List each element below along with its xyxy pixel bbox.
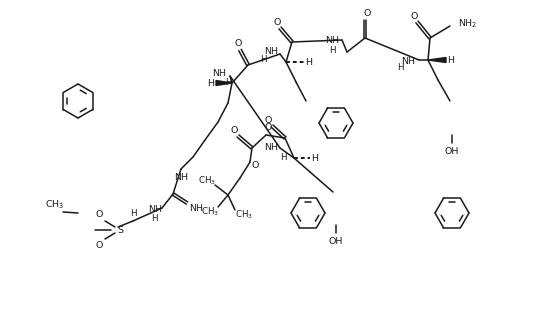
Text: OH: OH bbox=[445, 147, 459, 156]
Text: H: H bbox=[305, 58, 312, 67]
Text: O: O bbox=[264, 116, 272, 124]
Text: H: H bbox=[130, 209, 136, 217]
Text: CH$_3$: CH$_3$ bbox=[45, 199, 64, 211]
Text: H: H bbox=[225, 77, 231, 86]
Text: O: O bbox=[410, 12, 418, 21]
Text: O: O bbox=[95, 242, 103, 251]
Text: CH$_3$: CH$_3$ bbox=[235, 209, 253, 221]
Text: NH$_2$: NH$_2$ bbox=[458, 18, 478, 30]
Text: OH: OH bbox=[329, 237, 343, 246]
Text: NH: NH bbox=[189, 204, 203, 213]
Text: O: O bbox=[95, 210, 103, 218]
Text: CH$_3$: CH$_3$ bbox=[201, 206, 219, 218]
Text: O: O bbox=[274, 18, 281, 26]
Text: H: H bbox=[280, 153, 286, 162]
Text: NH: NH bbox=[325, 35, 339, 44]
Text: NH: NH bbox=[264, 46, 278, 56]
Text: NH: NH bbox=[264, 143, 278, 152]
Text: O: O bbox=[251, 161, 259, 169]
Text: H: H bbox=[260, 55, 266, 64]
Text: H: H bbox=[151, 213, 157, 222]
Text: NH: NH bbox=[212, 69, 226, 77]
Text: H: H bbox=[396, 63, 403, 71]
Text: NH: NH bbox=[174, 172, 188, 181]
Text: O: O bbox=[363, 9, 371, 18]
Text: O: O bbox=[264, 122, 272, 131]
Polygon shape bbox=[216, 80, 232, 85]
Polygon shape bbox=[428, 58, 446, 63]
Text: H: H bbox=[448, 56, 454, 65]
Text: H: H bbox=[329, 45, 335, 55]
Text: NH: NH bbox=[148, 205, 162, 213]
Text: NH: NH bbox=[401, 57, 415, 66]
Text: H: H bbox=[311, 154, 319, 163]
Text: O: O bbox=[234, 38, 242, 48]
Text: S: S bbox=[117, 225, 123, 234]
Text: CH$_3$: CH$_3$ bbox=[198, 175, 216, 187]
Text: O: O bbox=[230, 125, 237, 134]
Text: H: H bbox=[207, 78, 215, 87]
